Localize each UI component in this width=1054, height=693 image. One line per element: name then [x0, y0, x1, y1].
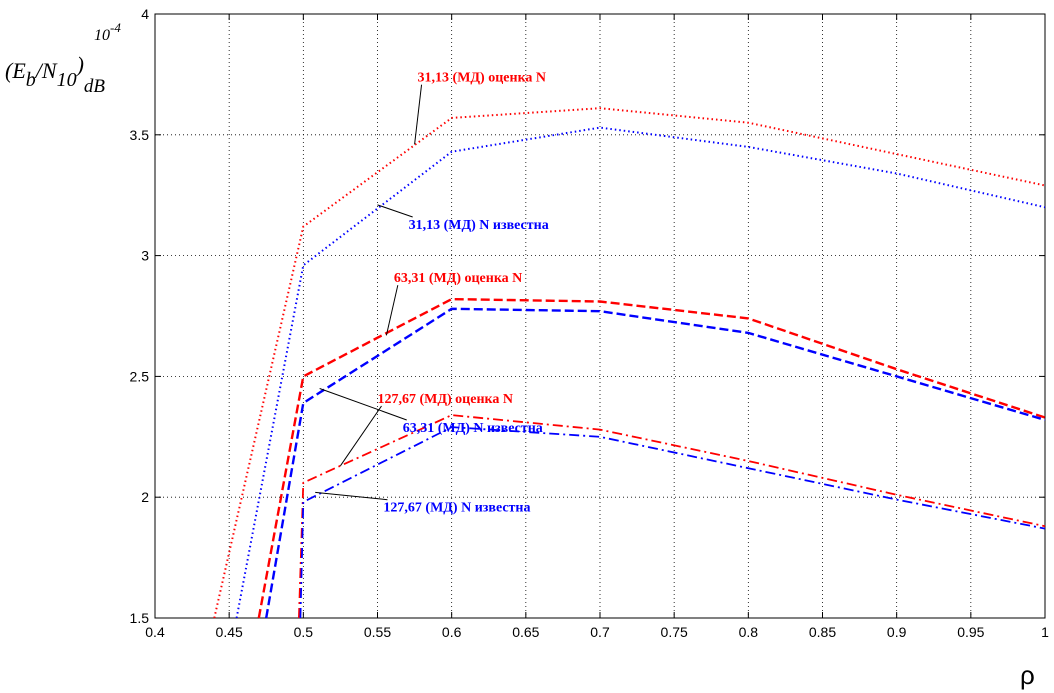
x-tick-label: 1 — [1041, 624, 1049, 640]
x-tick-label: 0.8 — [739, 624, 759, 640]
x-tick-label: 0.5 — [294, 624, 314, 640]
y-tick-label: 3.5 — [130, 127, 150, 143]
x-tick-label: 0.9 — [887, 624, 907, 640]
y-exponent: 10-4 — [94, 20, 121, 44]
series-line-4 — [265, 307, 1046, 619]
series-line-1 — [213, 107, 1046, 619]
annotation-pointer-1 — [414, 84, 423, 145]
series-line-2 — [235, 126, 1046, 619]
annotation-label-1: 31,13 (МД) оценка N — [418, 71, 546, 86]
annotation-label-6: 127,67 (МД) N известна — [383, 501, 530, 516]
annotation-pointer-2 — [377, 204, 413, 218]
x-tick-label: 0.4 — [145, 624, 165, 640]
x-tick-label: 0.7 — [590, 624, 610, 640]
y-tick-label: 2 — [141, 489, 149, 505]
series-lines — [213, 107, 1046, 619]
annotation-pointer-5 — [340, 405, 382, 467]
y-tick-label: 4 — [141, 6, 149, 22]
annotation-pointer-4 — [319, 388, 407, 421]
y-tick-label: 3 — [141, 248, 149, 264]
annotation-label-3: 63,31 (МД) оценка N — [394, 271, 522, 286]
x-tick-label: 0.75 — [661, 624, 688, 640]
x-tick-label: 0.65 — [512, 624, 539, 640]
x-tick-label: 0.55 — [364, 624, 391, 640]
axis-ticks: 0.4 0.45 0.5 0.55 0.6 0.65 0.7 0.75 0.8 0.85 0.9 0.… — [130, 6, 1050, 640]
annotation-pointer-3 — [385, 285, 399, 336]
annotation-label-2: 31,13 (МД) N известна — [409, 218, 549, 233]
grid — [155, 14, 1045, 618]
annotation-pointer-6 — [315, 491, 388, 501]
series-line-6 — [299, 426, 1046, 619]
annotations: 31,13 (МД) оценка N 31,13 (МД) N известна… — [315, 71, 549, 516]
series-line-5 — [298, 414, 1046, 619]
y-axis-label: (Eb/N10)dB — [5, 52, 105, 97]
x-tick-label: 0.45 — [216, 624, 243, 640]
series-line-3 — [257, 297, 1046, 619]
y-tick-label: 2.5 — [130, 368, 150, 384]
x-axis-label: ρ — [1020, 660, 1035, 690]
plot-frame — [154, 13, 1046, 619]
annotation-label-5: 127,67 (МД) оценка N — [378, 392, 513, 407]
annotation-label-4: 63,31 (МД) N известна — [403, 421, 543, 436]
x-tick-label: 0.85 — [809, 624, 836, 640]
x-tick-label: 0.95 — [957, 624, 984, 640]
x-tick-label: 0.6 — [442, 624, 462, 640]
y-tick-label: 1.5 — [130, 610, 150, 626]
